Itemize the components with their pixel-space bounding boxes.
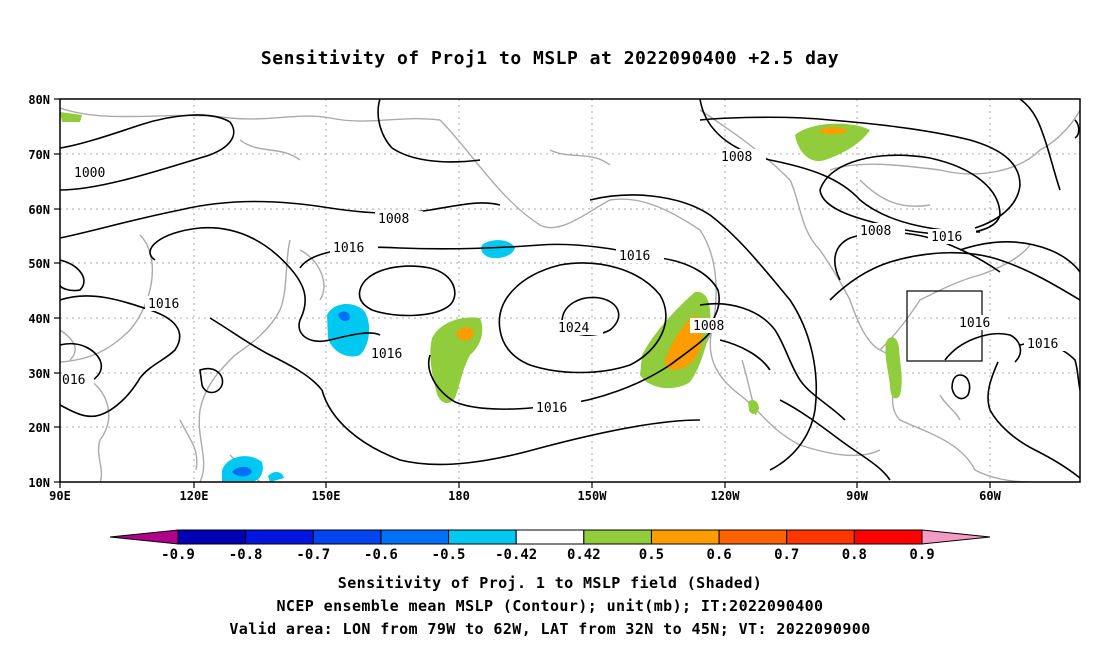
colorbar-swatch bbox=[448, 529, 517, 545]
colorbar-swatch bbox=[853, 529, 923, 545]
colorbar-label: 0.5 bbox=[639, 547, 664, 563]
lon-label: 150W bbox=[578, 489, 608, 503]
contour-label: 1008 bbox=[693, 319, 724, 334]
lat-label: 10N bbox=[28, 476, 50, 490]
lon-label: 90E bbox=[49, 489, 71, 503]
latitude-labels: 80N 70N 60N 50N 40N 30N 20N 10N bbox=[28, 93, 50, 490]
gridlines bbox=[60, 99, 1080, 482]
lat-label: 30N bbox=[28, 367, 50, 381]
shade-neg-cyan bbox=[481, 240, 515, 259]
longitude-labels: 90E 120E 150E 180 150W 120W 90W 60W bbox=[49, 489, 1001, 503]
shade-neg-cyan bbox=[268, 472, 284, 482]
contour-label: 1016 bbox=[959, 316, 990, 331]
contour-labels: 1000 1008 1016 1016 1024 1016 1016 1008 … bbox=[62, 149, 1072, 416]
shade-pos-green bbox=[60, 112, 82, 122]
lat-label: 40N bbox=[28, 312, 50, 326]
mslp-contours bbox=[60, 99, 1080, 481]
lon-label: 120W bbox=[711, 489, 741, 503]
colorbar-high-triangle bbox=[921, 529, 991, 545]
contour-label: 1008 bbox=[860, 224, 891, 239]
lat-label: 20N bbox=[28, 421, 50, 435]
colorbar-swatch bbox=[177, 529, 247, 545]
colorbar-swatch bbox=[718, 529, 788, 545]
colorbar-label: -0.5 bbox=[432, 547, 466, 563]
colorbar-swatch bbox=[245, 529, 314, 545]
lon-label: 60W bbox=[979, 489, 1001, 503]
colorbar-swatch bbox=[380, 529, 450, 545]
colorbar-label: 0.7 bbox=[774, 547, 799, 563]
coastlines bbox=[60, 107, 1080, 482]
colorbar-label: -0.9 bbox=[161, 547, 195, 563]
shade-pos-green bbox=[748, 400, 759, 414]
lon-label: 120E bbox=[180, 489, 209, 503]
colorbar-label: -0.6 bbox=[364, 547, 398, 563]
lon-label: 180 bbox=[448, 489, 470, 503]
colorbar-label: 0.9 bbox=[909, 547, 934, 563]
colorbar-label: -0.42 bbox=[495, 547, 537, 563]
plot-frame bbox=[59, 98, 1081, 483]
shade-pos-orange bbox=[818, 127, 848, 135]
contour-label: 1016 bbox=[619, 249, 650, 264]
contour-label: 1016 bbox=[536, 401, 567, 416]
contour-label: 1016 bbox=[1027, 337, 1058, 352]
contour-label: 016 bbox=[62, 373, 85, 388]
caption-valid-area: Valid area: LON from 79W to 62W, LAT fro… bbox=[229, 620, 871, 638]
contour-label: 1016 bbox=[931, 230, 962, 245]
lat-label: 80N bbox=[28, 93, 50, 107]
shade-neg-light-blue bbox=[232, 466, 252, 477]
contour-label: 1008 bbox=[378, 212, 409, 227]
colorbar-label: 0.8 bbox=[842, 547, 867, 563]
shade-pos-green bbox=[885, 337, 902, 399]
caption-contour: NCEP ensemble mean MSLP (Contour); unit(… bbox=[276, 597, 824, 615]
colorbar-swatch bbox=[650, 529, 720, 545]
contour-label: 1000 bbox=[74, 166, 105, 181]
contour-label: 1016 bbox=[148, 297, 179, 312]
chart-title: Sensitivity of Proj1 to MSLP at 20220904… bbox=[260, 48, 840, 69]
colorbar-swatch bbox=[312, 529, 382, 545]
colorbar-swatch bbox=[583, 529, 652, 545]
lon-label: 150E bbox=[312, 489, 341, 503]
lat-label: 70N bbox=[28, 148, 50, 162]
colorbar-label: -0.7 bbox=[296, 547, 330, 563]
colorbar: -0.9 -0.8 -0.7 -0.6 -0.5 -0.42 0.42 0.5 0.6 0.7 0.… bbox=[109, 529, 991, 563]
caption-shading: Sensitivity of Proj. 1 to MSLP field (Sh… bbox=[337, 574, 763, 592]
lat-label: 60N bbox=[28, 203, 50, 217]
lon-label: 90W bbox=[846, 489, 868, 503]
shade-pos-green bbox=[430, 317, 483, 404]
colorbar-low-triangle bbox=[109, 529, 179, 545]
colorbar-label: 0.6 bbox=[706, 547, 731, 563]
shade-pos-orange bbox=[456, 327, 474, 341]
contour-label: 1024 bbox=[558, 321, 589, 336]
contour-label: 1008 bbox=[721, 150, 752, 165]
colorbar-swatch bbox=[515, 529, 585, 545]
shade-neg-light-blue bbox=[338, 311, 350, 322]
shade-neg-cyan bbox=[327, 304, 370, 357]
contour-label: 1016 bbox=[371, 347, 402, 362]
colorbar-swatch bbox=[786, 529, 855, 545]
axis-ticks bbox=[54, 98, 991, 488]
colorbar-label: -0.8 bbox=[229, 547, 263, 563]
contour-label: 1016 bbox=[333, 241, 364, 256]
colorbar-label: 0.42 bbox=[567, 547, 601, 563]
lat-label: 50N bbox=[28, 257, 50, 271]
shade-pos-green bbox=[795, 123, 870, 162]
